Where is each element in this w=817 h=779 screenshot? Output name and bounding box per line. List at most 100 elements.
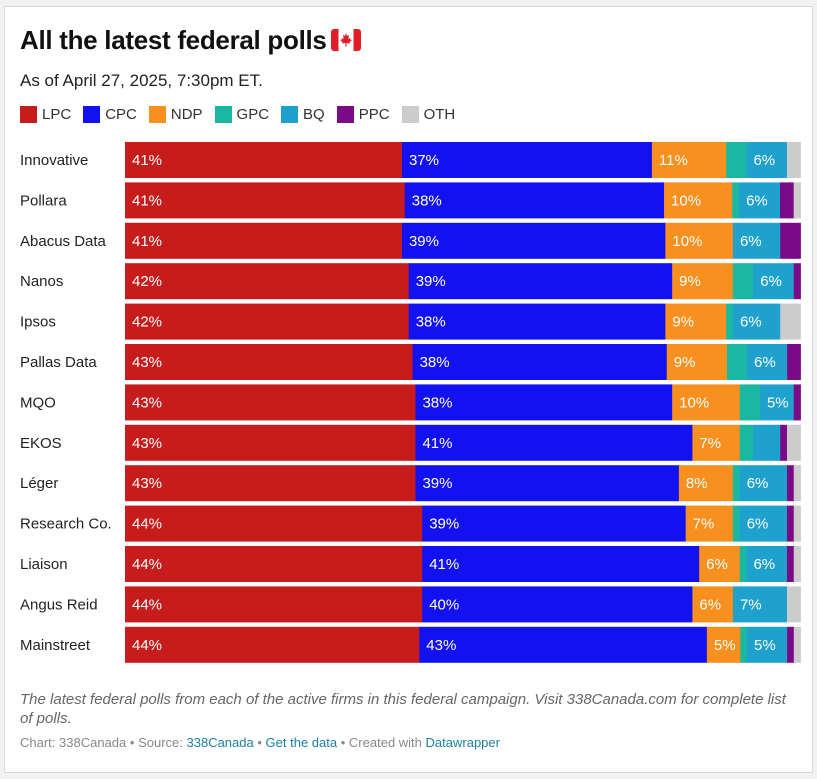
- bar-segment-ndp: [664, 182, 733, 219]
- data-label-cpc: 43%: [426, 637, 456, 654]
- pollster-label: Research Co.: [20, 516, 112, 533]
- data-label-lpc: 41%: [132, 192, 162, 209]
- bar-segment-ppc: [786, 546, 795, 582]
- pollster-label: MQO: [20, 394, 56, 411]
- legend-item-oth: OTH: [401, 106, 455, 123]
- bar-segment-bq: [732, 586, 788, 623]
- data-label-lpc: 42%: [132, 314, 162, 331]
- bar-segment-cpc: [422, 505, 687, 542]
- legend-item-gpc: GPC: [214, 106, 269, 123]
- legend-swatch: [401, 106, 419, 123]
- data-label-lpc: 43%: [132, 354, 162, 371]
- data-label-cpc: 41%: [422, 435, 452, 452]
- credit-source-label: Source:: [138, 735, 183, 750]
- data-label-bq: 6%: [754, 354, 776, 371]
- data-label-ndp: 6%: [706, 556, 728, 573]
- pollster-label: Mainstreet: [20, 637, 91, 654]
- bar-segment-ndp: [665, 222, 734, 259]
- legend-label: LPC: [42, 106, 72, 123]
- bar-row: MQO 43% 38% 10% 5%: [20, 384, 801, 421]
- bar-segment-ppc: [780, 222, 801, 259]
- bar-segment-ndp: [692, 424, 741, 461]
- bar-segment-cpc: [412, 344, 668, 380]
- bar-segment-bq: [739, 465, 788, 502]
- bar-segment-gpc: [739, 384, 761, 421]
- data-label-bq: 6%: [753, 556, 775, 573]
- data-label-bq: 6%: [753, 152, 775, 169]
- bar-segment-cpc: [419, 626, 708, 663]
- legend-swatch: [214, 106, 232, 123]
- credit-separator: •: [129, 735, 135, 750]
- bar-segment-gpc: [732, 182, 740, 219]
- bar-row: Mainstreet 44% 43% 5% 5%: [20, 626, 801, 663]
- bar-segment-gpc: [732, 505, 741, 542]
- data-label-cpc: 39%: [429, 516, 459, 533]
- data-label-ndp: 7%: [693, 516, 715, 533]
- data-label-lpc: 44%: [132, 596, 162, 613]
- data-label-lpc: 44%: [132, 637, 162, 654]
- datawrapper-link[interactable]: Datawrapper: [425, 735, 500, 750]
- bar-segment-bq: [732, 303, 781, 340]
- bar-segment-lpc: [125, 344, 413, 380]
- data-label-ndp: 11%: [659, 152, 688, 169]
- bar-segment-bq: [732, 222, 781, 259]
- bar-segment-gpc: [726, 303, 734, 340]
- chart-title-text: All the latest federal polls: [20, 25, 327, 55]
- data-label-cpc: 39%: [422, 475, 452, 492]
- bar-segment-ndp: [678, 465, 734, 502]
- data-label-cpc: 38%: [412, 192, 442, 209]
- data-label-lpc: 43%: [132, 475, 162, 492]
- credit-separator: •: [257, 735, 262, 750]
- data-label-bq: 6%: [740, 314, 762, 331]
- bar-row: Pallas Data 43% 38% 9% 6%: [20, 344, 801, 380]
- bar-segment-gpc: [726, 344, 748, 380]
- bar-segment-cpc: [422, 586, 693, 623]
- bar-segment-ppc: [780, 182, 795, 219]
- legend-item-ndp: NDP: [148, 106, 203, 123]
- legend-item-lpc: LPC: [20, 106, 71, 123]
- legend-swatch: [281, 106, 299, 123]
- bar-segment-ndp: [699, 546, 741, 582]
- chart-subtitle: As of April 27, 2025, 7:30pm ET.: [20, 71, 263, 90]
- credit-separator: •: [340, 735, 346, 750]
- pollster-label: Pallas Data: [20, 354, 97, 371]
- get-the-data-link[interactable]: Get the data: [265, 735, 338, 750]
- data-label-bq: 6%: [747, 516, 769, 533]
- chart-card: All the latest federal polls As of April…: [4, 6, 813, 773]
- bar-segment-cpc: [401, 142, 653, 178]
- bar-row: Innovative 41% 37% 11% 6%: [20, 142, 801, 178]
- data-label-lpc: 41%: [132, 152, 162, 169]
- chart-credit: Chart: 338Canada • Source: 338Canada • G…: [20, 735, 500, 750]
- legend-swatch: [20, 106, 37, 123]
- bar-segment-cpc: [404, 182, 665, 219]
- bar-row: Nanos 42% 39% 9% 6%: [20, 263, 801, 300]
- bar-segment-oth: [793, 626, 801, 663]
- bar-segment-lpc: [125, 142, 403, 178]
- canada-flag-icon: [330, 29, 361, 51]
- legend-label: CPC: [105, 106, 137, 123]
- chart-title: All the latest federal polls: [20, 25, 361, 56]
- bar-segment-oth: [793, 182, 801, 219]
- data-label-bq: 6%: [747, 475, 769, 492]
- data-label-bq: 5%: [754, 637, 776, 654]
- stacked-bar-chart: Innovative 41% 37% 11% 6%Pollara 41% 38% 10% 6%A…: [20, 142, 801, 663]
- bar-segment-lpc: [125, 263, 410, 300]
- legend-swatch: [336, 106, 354, 123]
- data-label-cpc: 38%: [416, 314, 446, 331]
- data-label-ndp: 7%: [699, 435, 721, 452]
- data-label-bq: 5%: [767, 394, 789, 411]
- data-label-ndp: 5%: [714, 637, 736, 654]
- bar-segment-oth: [793, 505, 801, 542]
- pollster-label: Pollara: [20, 192, 67, 209]
- bar-segment-oth: [786, 586, 801, 623]
- bar-segment-oth: [793, 546, 801, 582]
- bar-segment-ppc: [787, 344, 801, 380]
- data-label-cpc: 41%: [429, 556, 459, 573]
- data-label-lpc: 42%: [132, 273, 162, 290]
- pollster-label: Nanos: [20, 273, 63, 290]
- bar-segment-ndp: [706, 626, 741, 663]
- data-label-lpc: 44%: [132, 516, 162, 533]
- bar-row: Pollara 41% 38% 10% 6%: [20, 182, 801, 219]
- source-link[interactable]: 338Canada: [186, 735, 254, 750]
- bar-segment-ndp: [651, 142, 727, 178]
